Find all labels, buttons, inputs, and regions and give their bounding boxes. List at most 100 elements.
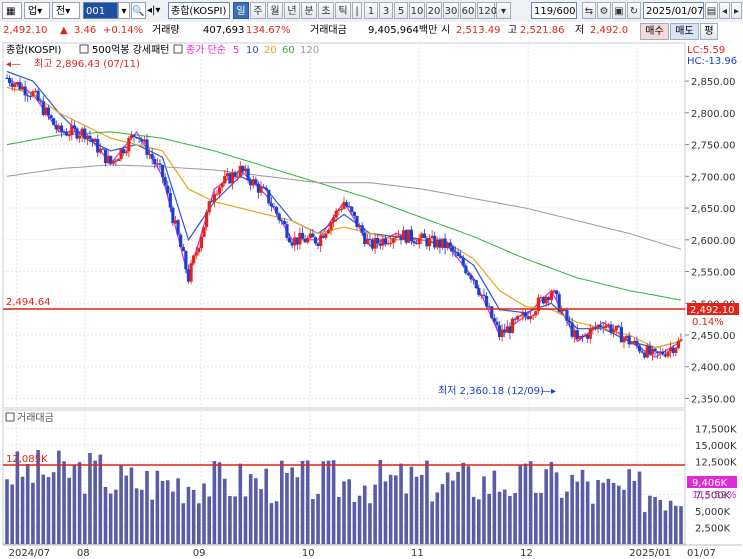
period-button-1[interactable]: 주 [250, 2, 266, 19]
candle-body [617, 325, 621, 328]
candle-body [580, 335, 585, 337]
scroll-left-button[interactable]: | [352, 2, 362, 19]
code-dropdown-icon[interactable]: ▾ [118, 2, 130, 19]
interval-button-60[interactable]: 60 [460, 2, 476, 19]
page-counter[interactable]: 119/600 [531, 2, 577, 19]
period-button-5[interactable]: 초 [318, 2, 334, 19]
candle-body [521, 313, 525, 316]
code-input[interactable]: 001 [83, 2, 118, 19]
open-label: 시 [441, 25, 451, 36]
volume-bar [264, 468, 269, 544]
pattern-checkbox[interactable] [79, 44, 89, 54]
candle-body [52, 118, 56, 125]
search-icon[interactable]: 🔍 [131, 2, 146, 19]
interval-button-10[interactable]: 10 [409, 2, 425, 19]
candle-body [656, 351, 660, 354]
candle-body [192, 255, 196, 264]
link-icon[interactable]: ⇆ [582, 2, 596, 19]
period-button-0[interactable]: 일 [233, 2, 249, 19]
candle [210, 198, 214, 203]
min-arrow-icon: —▸ [541, 386, 556, 397]
price-chart[interactable]: 2,850.00 2,800.00 2,750.00 2,700.00 2,650.00… [0, 40, 743, 559]
volume-bar [82, 493, 87, 544]
candle-body [72, 125, 76, 129]
candle-body [171, 207, 175, 224]
period-button-6[interactable]: 틱 [335, 2, 351, 19]
interval-button-3[interactable]: 3 [379, 2, 393, 19]
date-input[interactable]: 2025/01/07 [643, 2, 704, 19]
candle-body [368, 238, 372, 240]
calendar-icon[interactable]: ▤ [705, 2, 718, 19]
interval-button-1[interactable]: 1 [364, 2, 378, 19]
candle-body [591, 327, 595, 329]
period-button-3[interactable]: 년 [284, 2, 300, 19]
candle-body [62, 131, 66, 133]
candle [391, 236, 395, 249]
volume-bar [658, 499, 663, 544]
refresh-icon[interactable]: ↻ [627, 2, 641, 19]
candle-body [83, 128, 87, 139]
candle-body [303, 238, 307, 243]
save-icon[interactable]: ▣ [612, 2, 626, 19]
volume-title: 거래대금 [17, 412, 54, 424]
candle-body [7, 78, 12, 84]
volume-bar [627, 469, 631, 544]
candle [500, 323, 504, 342]
next-icon[interactable]: ▸ [731, 2, 742, 19]
speaker-icon[interactable]: ◂|▾ [147, 5, 161, 16]
interval-button-5[interactable]: 5 [394, 2, 408, 19]
candle-body [116, 159, 121, 162]
period-select[interactable]: 전▾ [52, 2, 80, 19]
sell-button[interactable]: 매도 [670, 23, 699, 40]
y-tick-label: 2,600.00 [691, 236, 736, 247]
settings-icon[interactable]: ⚙ [597, 2, 611, 19]
candle-body [326, 229, 331, 234]
ma-label: 종가 단순 [186, 44, 226, 56]
interval-more-button[interactable]: ▾ [496, 2, 511, 19]
prev-icon[interactable]: ◂ [719, 2, 730, 19]
candle-body [404, 230, 408, 243]
interval-button-20[interactable]: 20 [426, 2, 442, 19]
candle [77, 133, 82, 143]
volume-checkbox[interactable] [5, 412, 15, 422]
candle-body [256, 183, 261, 193]
candle [238, 161, 242, 179]
grid-menu-button[interactable]: ▦ [2, 2, 22, 19]
candle-body [145, 139, 149, 155]
candle-body [554, 290, 559, 295]
volume-bar [674, 505, 678, 544]
candle-body [98, 148, 102, 153]
eval-button[interactable]: 평 [700, 23, 718, 40]
candle [523, 309, 528, 321]
candle [407, 229, 411, 243]
candle [311, 229, 315, 238]
candle [526, 311, 530, 321]
candle-body [85, 135, 89, 139]
candle [409, 226, 413, 245]
candle-body [199, 236, 204, 249]
candle [267, 189, 271, 206]
buy-button[interactable]: 매수 [640, 23, 669, 40]
interval-button-120[interactable]: 120 [477, 2, 497, 19]
volume-bar [197, 503, 201, 544]
candle-body [77, 135, 82, 139]
name-field[interactable]: 종합(KOSPI) [168, 2, 230, 19]
market-select[interactable]: 업▾ [24, 2, 50, 19]
candle [106, 150, 110, 165]
candle [236, 170, 240, 181]
candle-body [464, 265, 468, 274]
interval-button-30[interactable]: 30 [443, 2, 459, 19]
candle-body [477, 288, 481, 295]
candle-body [645, 346, 649, 358]
period-button-4[interactable]: 분 [301, 2, 317, 19]
candle [262, 183, 266, 189]
ma-checkbox[interactable] [173, 44, 183, 54]
period-button-2[interactable]: 월 [267, 2, 283, 19]
candle-body [461, 257, 465, 266]
candle [622, 336, 626, 349]
candle-body [505, 326, 509, 333]
candle [129, 131, 134, 140]
candle-body [549, 292, 553, 301]
candle-body [407, 229, 411, 243]
candle-body [70, 125, 74, 136]
